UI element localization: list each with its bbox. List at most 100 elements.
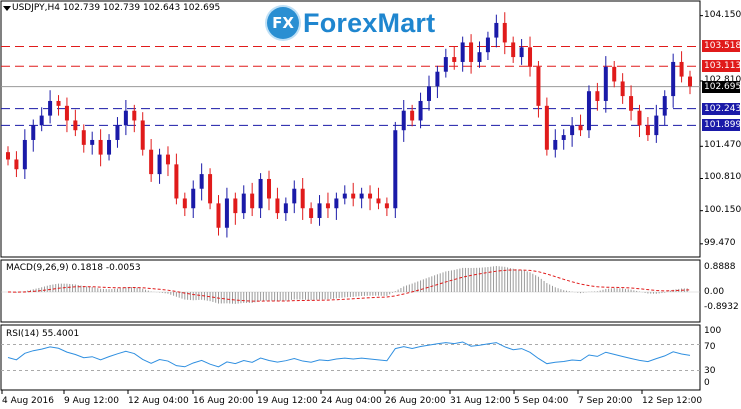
bull-candle <box>334 198 339 209</box>
bull-candle <box>586 91 591 131</box>
bear-candle <box>233 198 238 214</box>
rsi-axis-0: 0 <box>704 378 710 388</box>
price-axis-label: 102.810 <box>704 75 741 85</box>
bull-candle <box>435 71 440 87</box>
bear-candle <box>637 110 642 126</box>
bull-candle <box>283 203 288 214</box>
broker-logo: FX ForexMart <box>267 6 435 40</box>
bull-candle <box>31 125 36 140</box>
price-axis-label: 100.810 <box>704 172 741 183</box>
main-panel-frame <box>0 0 701 258</box>
bear-candle <box>14 159 19 170</box>
bull-candle <box>603 66 608 101</box>
bull-candle <box>90 139 95 145</box>
bull-candle <box>317 203 322 218</box>
bull-candle <box>22 139 27 170</box>
bull-candle <box>418 100 423 121</box>
bear-candle <box>64 105 69 121</box>
rsi-line <box>7 341 691 368</box>
bear-candle <box>267 178 272 199</box>
bull-candle <box>443 57 448 72</box>
bull-candle <box>519 47 524 58</box>
bull-candle <box>199 174 204 189</box>
bear-candle <box>132 110 137 121</box>
bear-candle <box>511 42 516 58</box>
time-axis-label: 12 Aug 04:00 <box>128 396 189 406</box>
bull-candle <box>241 193 246 214</box>
bear-candle <box>208 174 213 204</box>
bull-candle <box>553 139 558 150</box>
macd-axis-zero: 0.00 <box>704 287 725 297</box>
bear-candle <box>73 120 78 131</box>
bear-candle <box>688 76 692 87</box>
bear-candle <box>250 193 255 209</box>
bull-candle <box>494 22 499 38</box>
time-axis-label: 4 Aug 2016 <box>2 396 54 406</box>
bull-candle <box>570 125 575 136</box>
rsi-panel-frame <box>0 324 701 391</box>
bear-candle <box>452 57 457 62</box>
bull-candle <box>48 100 53 116</box>
bull-candle <box>662 96 667 116</box>
rsi-title: RSI(14) 55.4001 <box>6 329 80 339</box>
time-axis-label: 12 Sep 12:00 <box>642 396 703 406</box>
time-axis-label: 16 Aug 20:00 <box>193 396 254 406</box>
resistance-price-tag: 103.113 <box>702 60 741 73</box>
bear-candle <box>149 149 154 175</box>
bear-candle <box>165 154 170 165</box>
resistance-price-tag: 103.518 <box>702 40 741 53</box>
bear-candle <box>6 152 10 160</box>
bear-candle <box>679 61 684 77</box>
bull-candle <box>157 154 162 175</box>
time-axis-label: 9 Aug 12:00 <box>64 396 119 406</box>
bear-candle <box>612 66 617 82</box>
bear-candle <box>376 198 381 204</box>
symbol-arrow-icon <box>3 6 11 11</box>
bull-candle <box>393 130 398 209</box>
bear-candle <box>140 120 145 150</box>
bull-candle <box>477 52 482 62</box>
bear-candle <box>620 81 625 97</box>
bear-candle <box>174 164 179 199</box>
bear-candle <box>595 91 600 101</box>
rsi-axis-30: 30 <box>704 366 716 376</box>
bull-candle <box>224 198 229 228</box>
macd-axis-bottom: -0.8932 <box>704 302 739 312</box>
bull-candle <box>258 178 263 209</box>
bear-candle <box>368 193 373 199</box>
bear-candle <box>309 208 314 218</box>
price-axis-label: 99.470 <box>704 237 736 248</box>
bear-candle <box>469 42 474 62</box>
bear-candle <box>536 66 541 106</box>
bear-candle <box>629 96 634 111</box>
logo-text: ForexMart <box>303 7 436 38</box>
bear-candle <box>578 125 583 131</box>
bull-candle <box>107 139 112 155</box>
bull-candle <box>671 61 676 97</box>
macd-axis-top: 0.8888 <box>704 262 736 272</box>
bear-candle <box>384 203 389 209</box>
macd-title: MACD(9,26,9) 0.1818 -0.0053 <box>6 263 141 273</box>
macd-panel-frame <box>0 259 701 323</box>
bear-candle <box>98 139 103 155</box>
bull-candle <box>460 42 465 62</box>
current-price-tag: 102.695 <box>702 80 741 93</box>
price-axis-label: 100.150 <box>704 204 741 215</box>
time-axis-label: 19 Aug 12:00 <box>257 396 318 406</box>
support-price-tag: 101.899 <box>702 119 741 132</box>
bear-candle <box>544 105 549 150</box>
bear-candle <box>216 203 221 228</box>
time-axis-label: 5 Sep 04:00 <box>514 396 569 406</box>
price-axis-label: 101.470 <box>704 140 741 151</box>
bear-candle <box>300 188 305 209</box>
time-axis-label: 7 Sep 20:00 <box>578 396 633 406</box>
bear-candle <box>410 110 415 121</box>
rsi-axis-100: 100 <box>704 326 722 336</box>
time-axis-label: 31 Aug 12:00 <box>450 396 511 406</box>
forexmart-logo-icon: FX <box>267 7 299 39</box>
bear-candle <box>645 125 650 136</box>
bull-candle <box>485 37 490 53</box>
support-price-tag: 102.243 <box>702 102 741 115</box>
